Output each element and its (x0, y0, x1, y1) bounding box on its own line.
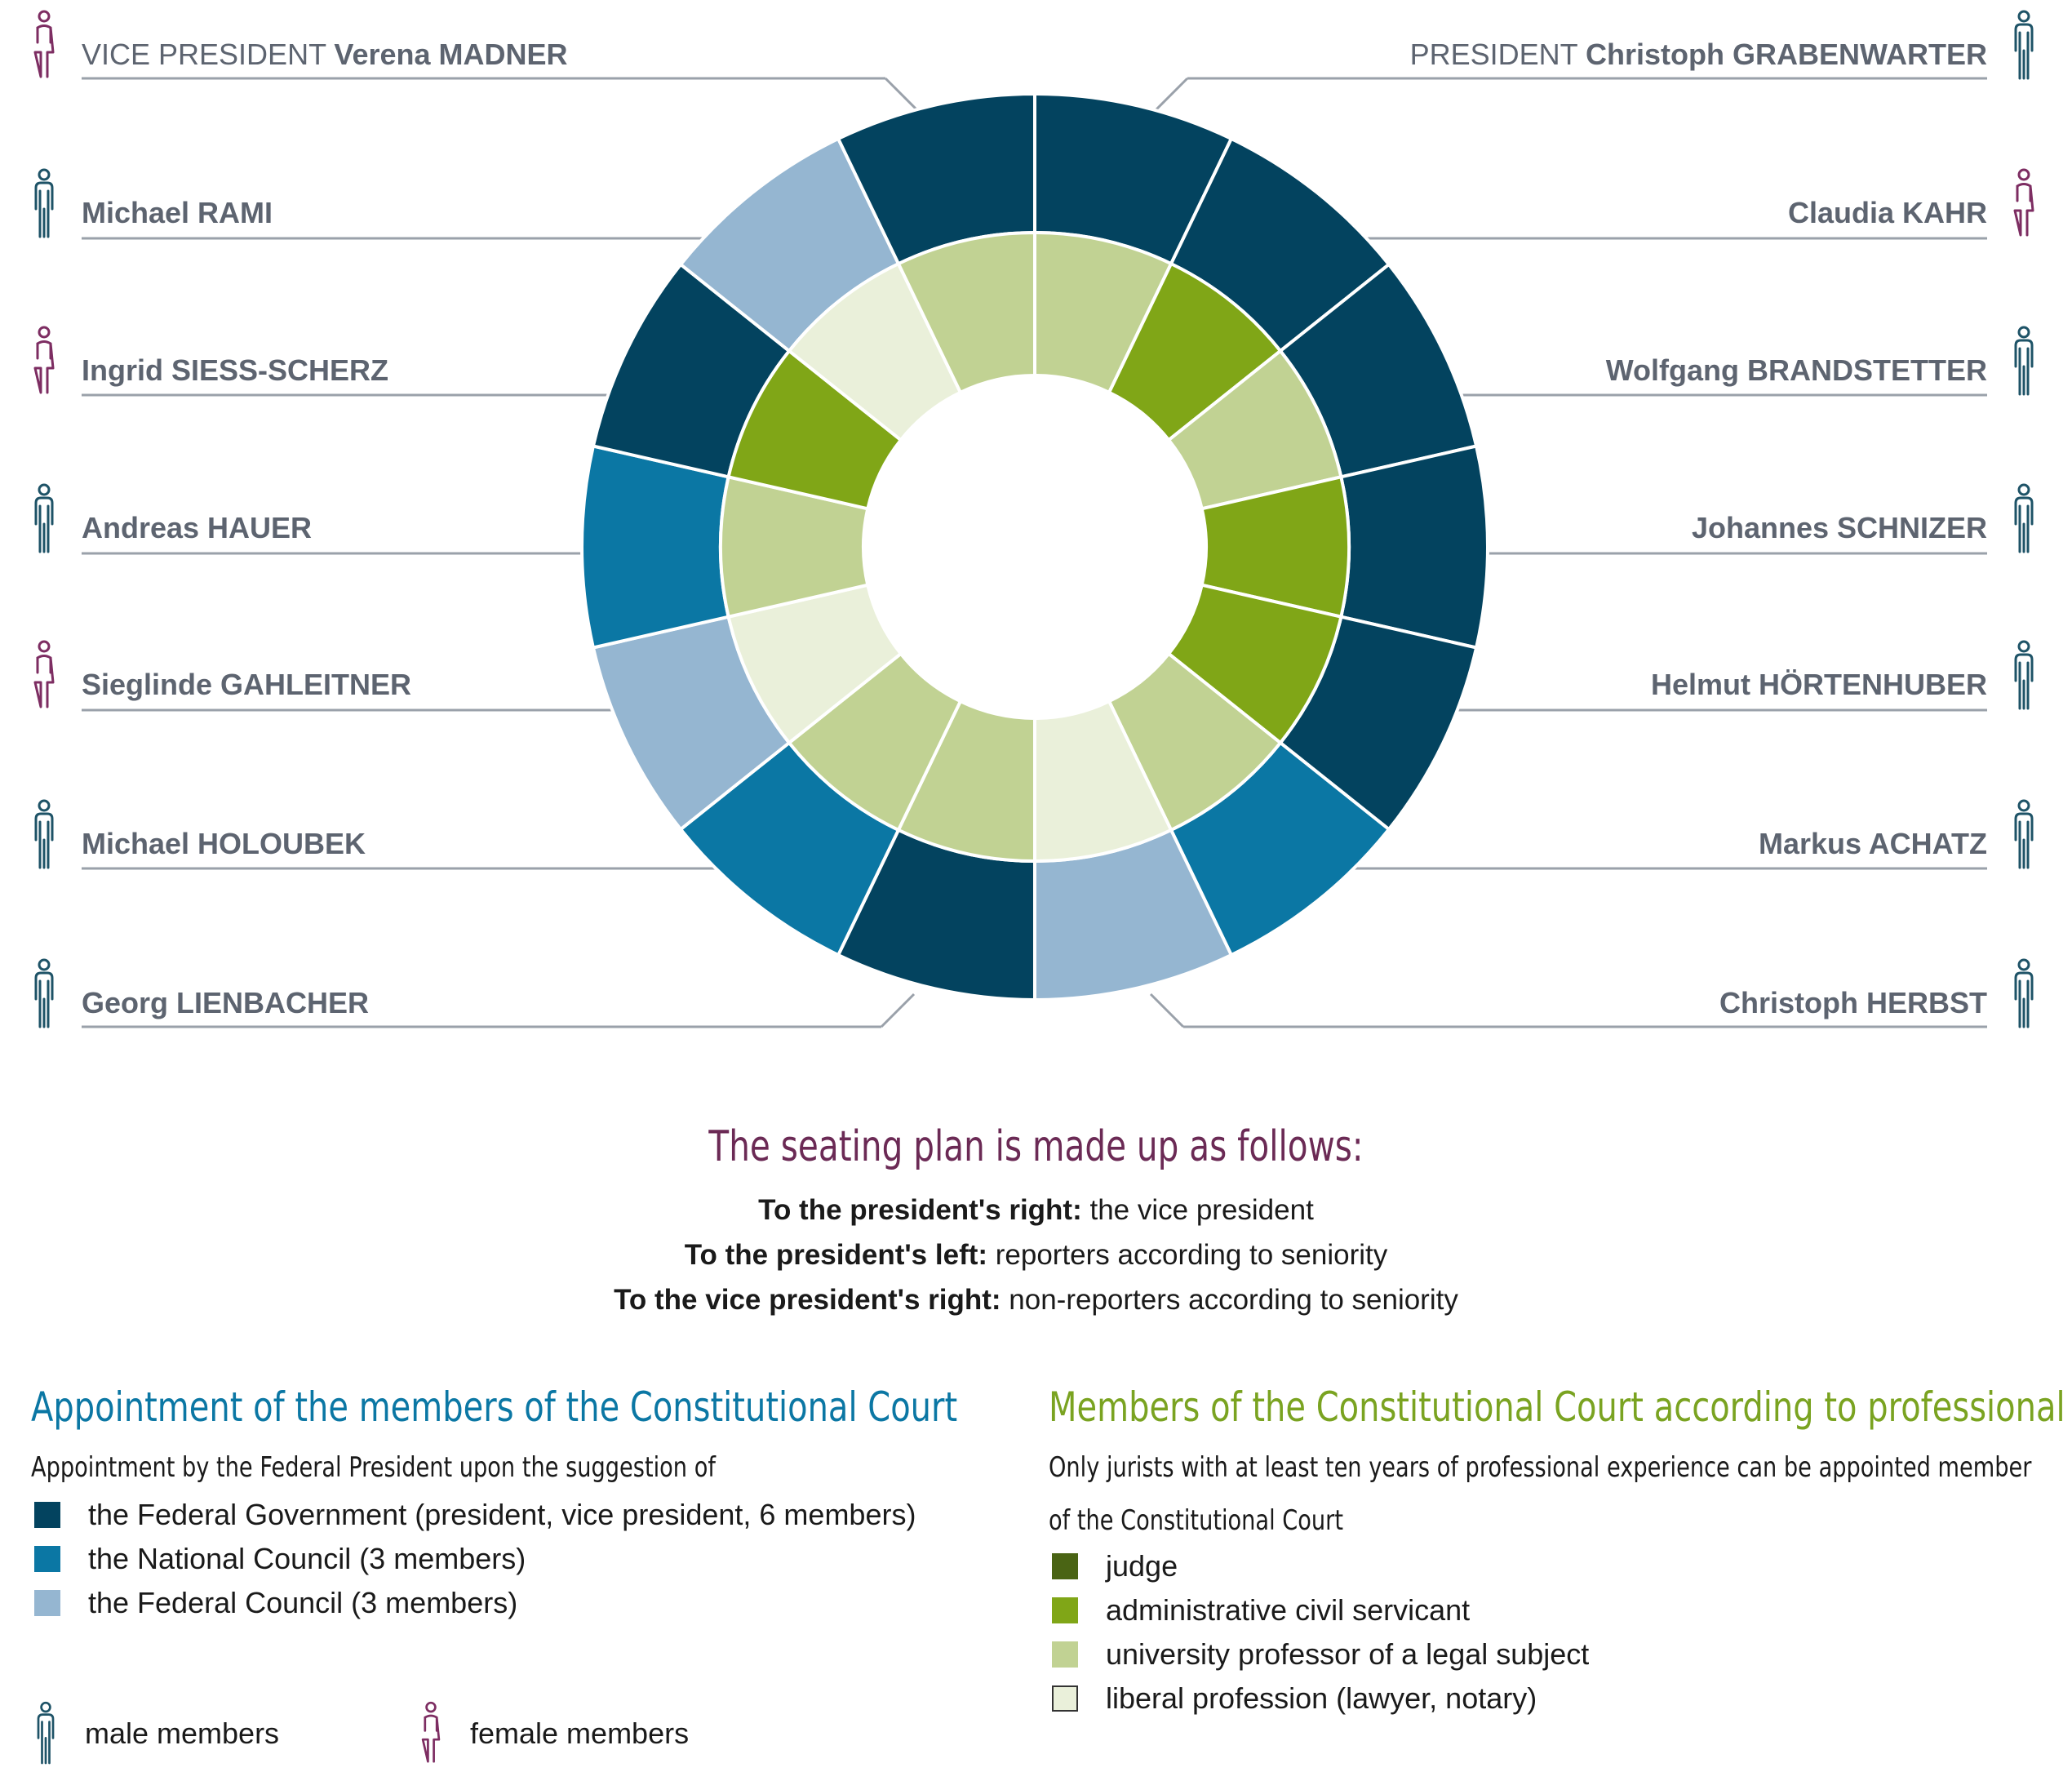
member-label: Michael HOLOUBEK (82, 827, 366, 861)
member-name: Verena MADNER (334, 38, 568, 71)
profession-legend-administrative-civil-servant: administrative civil servicant (1052, 1593, 1471, 1627)
appointment-title: Appointment of the members of the Consti… (31, 1383, 958, 1431)
profession-subtitle-line2: of the Constitutional Court (1049, 1504, 1344, 1537)
female-person-icon (33, 326, 55, 394)
member-name: Christoph GRABENWARTER (1586, 38, 1987, 71)
member-label: Markus ACHATZ (1759, 827, 1987, 861)
male-person-icon (2014, 10, 2034, 80)
seating-rule-2-text: reporters according to seniority (987, 1239, 1388, 1271)
male-person-icon (2014, 640, 2034, 710)
male-person-icon (34, 483, 54, 553)
male-person-icon (2014, 958, 2034, 1028)
leader-line (880, 993, 916, 1028)
seating-rule-3-bold: To the vice president's right: (614, 1284, 1001, 1316)
swatch-administrative-civil-servant (1052, 1597, 1078, 1623)
leader-line (1149, 993, 1185, 1028)
male-person-icon (34, 958, 54, 1028)
seating-rule-1: To the president's right: the vice presi… (0, 1194, 2072, 1227)
appointment-segment (1338, 444, 1489, 650)
female-person-icon (2013, 168, 2034, 237)
member-name: Helmut HÖRTENHUBER (1650, 668, 1987, 701)
profession-legend-label: judge (1106, 1549, 1178, 1583)
leader-lines (82, 77, 1987, 1028)
swatch-federal-government (34, 1502, 60, 1528)
male-person-icon (34, 799, 54, 869)
male-members-label: male members (85, 1716, 280, 1750)
male-person-icon (2014, 799, 2034, 869)
swatch-judge (1052, 1553, 1078, 1579)
member-label: PRESIDENT Christoph GRABENWARTER (1410, 38, 1987, 72)
profession-legend-university-professor: university professor of a legal subject (1052, 1637, 1590, 1671)
member-name: Wolfgang BRANDSTETTER (1605, 353, 1987, 387)
member-label: Claudia KAHR (1788, 196, 1987, 230)
male-person-icon (37, 1701, 55, 1765)
profession-legend-liberal-profession: liberal profession (lawyer, notary) (1052, 1681, 1537, 1715)
appointment-legend-federal-government: the Federal Government (president, vice … (34, 1498, 916, 1531)
member-role: PRESIDENT (1409, 38, 1586, 71)
female-person-icon (33, 640, 55, 708)
female-members-label: female members (470, 1716, 690, 1750)
member-label: Ingrid SIESS-SCHERZ (82, 353, 388, 388)
member-label: Helmut HÖRTENHUBER (1651, 668, 1987, 702)
seating-rule-2-bold: To the president's left: (684, 1239, 988, 1271)
member-name: Michael HOLOUBEK (82, 827, 366, 860)
appointment-ring (580, 91, 1489, 1002)
seating-title: The seating plan is made up as follows: (708, 1122, 1364, 1171)
profession-legend-judge: judge (1052, 1549, 1178, 1583)
swatch-university-professor (1052, 1641, 1078, 1668)
member-label: Georg LIENBACHER (82, 986, 369, 1020)
female-members-legend: female members (416, 1699, 689, 1768)
profession-legend-label: liberal profession (lawyer, notary) (1106, 1681, 1537, 1715)
member-label: VICE PRESIDENT Verena MADNER (82, 38, 568, 72)
male-person-icon (2014, 483, 2034, 553)
member-name: Markus ACHATZ (1758, 827, 1987, 860)
seating-rule-1-text: the vice president (1081, 1194, 1314, 1226)
female-person-icon (421, 1701, 441, 1763)
appointment-legend-federal-council: the Federal Council (3 members) (34, 1586, 518, 1619)
male-person-icon (2014, 326, 2034, 396)
member-name: Sieglinde GAHLEITNER (82, 668, 412, 701)
member-role: VICE PRESIDENT (82, 38, 335, 71)
appointment-subtitle: Appointment by the Federal President upo… (31, 1451, 716, 1484)
profession-ring (719, 230, 1351, 864)
member-label: Wolfgang BRANDSTETTER (1606, 353, 1987, 388)
seating-rule-3: To the vice president's right: non-repor… (0, 1284, 2072, 1317)
member-label: Sieglinde GAHLEITNER (82, 668, 411, 702)
profession-subtitle-line1: Only jurists with at least ten years of … (1049, 1451, 2032, 1484)
member-label: Michael RAMI (82, 196, 273, 230)
male-members-legend: male members (31, 1699, 279, 1768)
member-label: Johannes SCHNIZER (1692, 511, 1987, 545)
profession-legend-label: university professor of a legal subject (1106, 1637, 1590, 1671)
swatch-liberal-profession (1052, 1685, 1078, 1712)
male-person-icon (34, 168, 54, 238)
member-name: Andreas HAUER (82, 511, 313, 544)
profession-legend-label: administrative civil servicant (1106, 1593, 1471, 1627)
member-label: Christoph HERBST (1719, 986, 1987, 1020)
seating-rule-3-text: non-reporters according to seniority (1001, 1284, 1458, 1316)
profession-segment (896, 230, 1036, 395)
appointment-legend-national-council: the National Council (3 members) (34, 1542, 526, 1575)
appointment-legend-label: the Federal Government (president, vice … (88, 1498, 916, 1531)
seating-rule-2: To the president's left: reporters accor… (0, 1239, 2072, 1272)
member-name: Claudia KAHR (1787, 196, 1987, 229)
member-name: Ingrid SIESS-SCHERZ (82, 353, 389, 387)
member-name: Johannes SCHNIZER (1691, 511, 1987, 544)
seating-rule-1-bold: To the president's right: (758, 1194, 1082, 1226)
appointment-legend-label: the National Council (3 members) (88, 1542, 526, 1575)
female-person-icon (33, 10, 55, 78)
member-label: Andreas HAUER (82, 511, 312, 545)
swatch-federal-council (34, 1590, 60, 1616)
member-name: Georg LIENBACHER (82, 986, 370, 1019)
member-name: Christoph HERBST (1719, 986, 1987, 1019)
appointment-legend-label: the Federal Council (3 members) (88, 1586, 518, 1619)
profession-title: Members of the Constitutional Court acco… (1049, 1383, 2072, 1431)
appointment-segment (580, 444, 731, 650)
swatch-national-council (34, 1546, 60, 1572)
member-name: Michael RAMI (82, 196, 273, 229)
